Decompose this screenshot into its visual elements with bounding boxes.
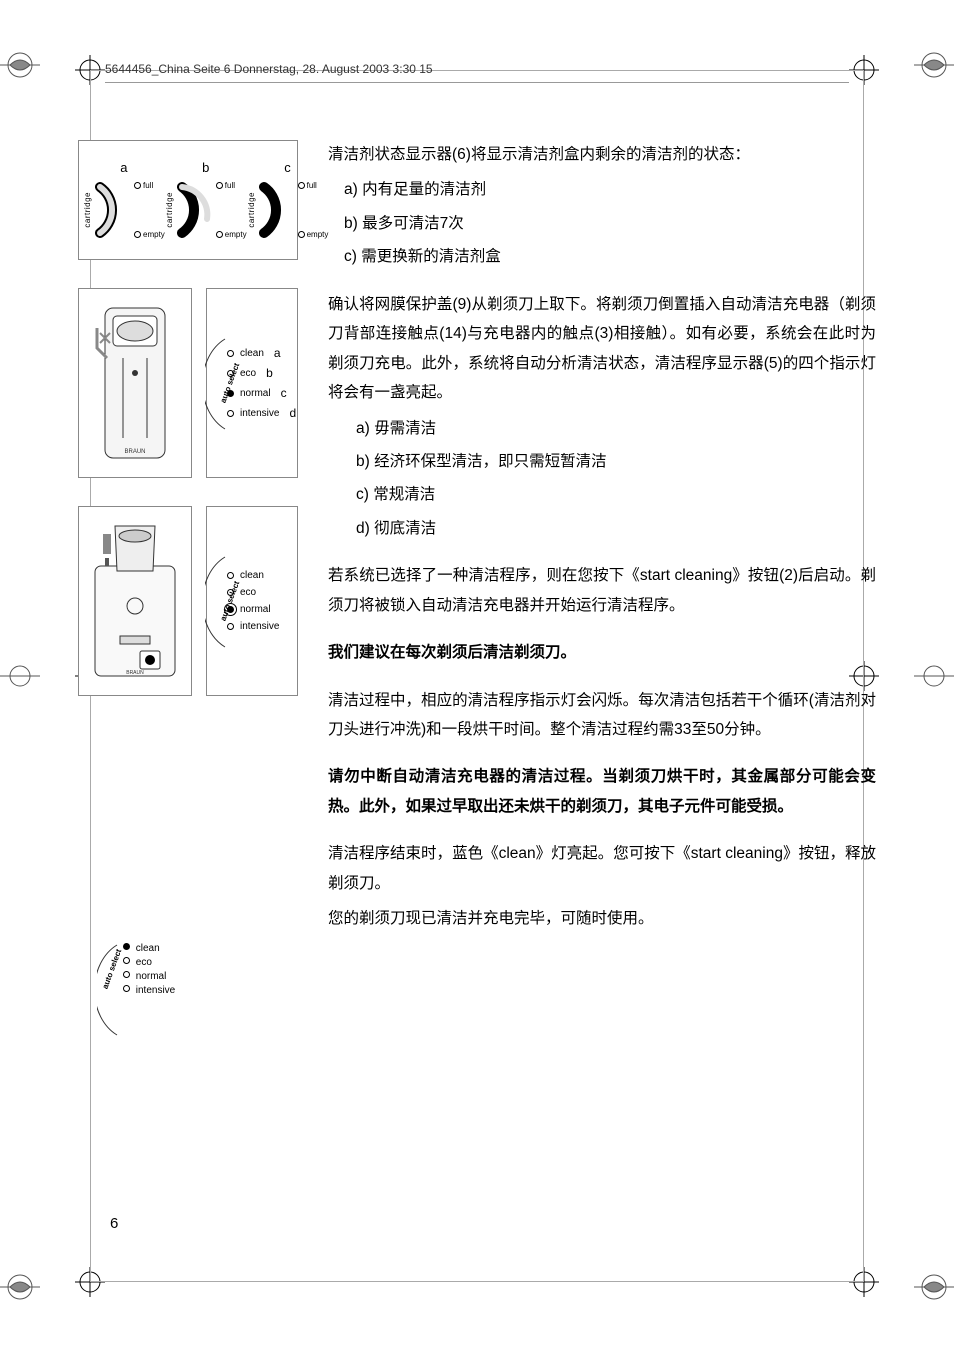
side-stripe bbox=[914, 1272, 954, 1302]
para-5: 清洁程序结束时，蓝色《clean》灯亮起。您可按下《start cleaning… bbox=[328, 839, 876, 898]
reg-mark-tl bbox=[75, 55, 105, 85]
list-1b: b) 最多可清洁7次 bbox=[328, 209, 876, 238]
reg-mark-br bbox=[849, 1267, 879, 1297]
reg-mark-tr bbox=[849, 55, 879, 85]
list-2a: a) 毋需清洁 bbox=[328, 414, 876, 443]
side-stripe-mid bbox=[0, 661, 40, 691]
gauge-arc-icon bbox=[95, 179, 131, 241]
shaver-insert-icon: BRAUN bbox=[85, 298, 185, 468]
gauge-c: c cartridge full empty bbox=[247, 160, 329, 241]
page-number: 6 bbox=[110, 1215, 118, 1232]
side-stripe-mid bbox=[914, 661, 954, 691]
list-1c: c) 需更换新的清洁剂盒 bbox=[328, 242, 876, 271]
para-6: 您的剃须刀现已清洁并充电完毕，可随时使用。 bbox=[328, 904, 876, 933]
gauge-b: b cartridge full empty bbox=[165, 160, 247, 241]
side-stripe bbox=[0, 50, 40, 80]
para-4: 清洁过程中，相应的清洁程序指示灯会闪烁。每次清洁包括若干个循环(清洁剂对刀头进行… bbox=[328, 686, 876, 745]
gauge-arc-icon bbox=[259, 179, 295, 241]
side-stripe bbox=[914, 50, 954, 80]
body-text: 清洁剂状态显示器(6)将显示清洁剂盒内剩余的清洁剂的状态： a) 内有足量的清洁… bbox=[328, 140, 876, 1034]
svg-text:BRAUN: BRAUN bbox=[124, 449, 145, 455]
para-2: 确认将网膜保护盖(9)从剃须刀上取下。将剃须刀倒置插入自动清洁充电器（剃须刀背部… bbox=[328, 290, 876, 408]
list-1a: a) 内有足量的清洁剂 bbox=[328, 175, 876, 204]
list-2d: d) 彻底清洁 bbox=[328, 514, 876, 543]
figures-column: a cartridge full empty b cartridge bbox=[78, 140, 298, 1034]
figure-mode-dial: auto select clean eco normal intensive bbox=[78, 904, 198, 1034]
heading-1: 我们建议在每次剃须后清洁剃须刀。 bbox=[328, 638, 876, 667]
page-header: 5644456_China Seite 6 Donnerstag, 28. Au… bbox=[105, 62, 849, 83]
svg-text:BRAUN: BRAUN bbox=[126, 670, 144, 676]
para-3: 若系统已选择了一种清洁程序，则在您按下《start cleaning》按钮(2)… bbox=[328, 561, 876, 620]
para-intro: 清洁剂状态显示器(6)将显示清洁剂盒内剩余的清洁剂的状态： bbox=[328, 140, 876, 169]
side-stripe bbox=[0, 1272, 40, 1302]
reg-mark-bl bbox=[75, 1267, 105, 1297]
list-2c: c) 常规清洁 bbox=[328, 480, 876, 509]
gauge-a: a cartridge full empty bbox=[83, 160, 165, 241]
list-2b: b) 经济环保型清洁，即只需短暂清洁 bbox=[328, 447, 876, 476]
figure-insert: BRAUN auto select cleana ecob normalc in… bbox=[78, 288, 298, 478]
figure-cleaning: BRAUN auto select clean eco normal inten… bbox=[78, 506, 298, 696]
figure-gauges: a cartridge full empty b cartridge bbox=[78, 140, 298, 260]
heading-2: 请勿中断自动清洁充电器的清洁过程。当剃须刀烘干时，其金属部分可能会变热。此外，如… bbox=[328, 762, 876, 821]
gauge-arc-icon bbox=[177, 179, 213, 241]
shaver-cleaning-icon: BRAUN bbox=[85, 516, 185, 686]
